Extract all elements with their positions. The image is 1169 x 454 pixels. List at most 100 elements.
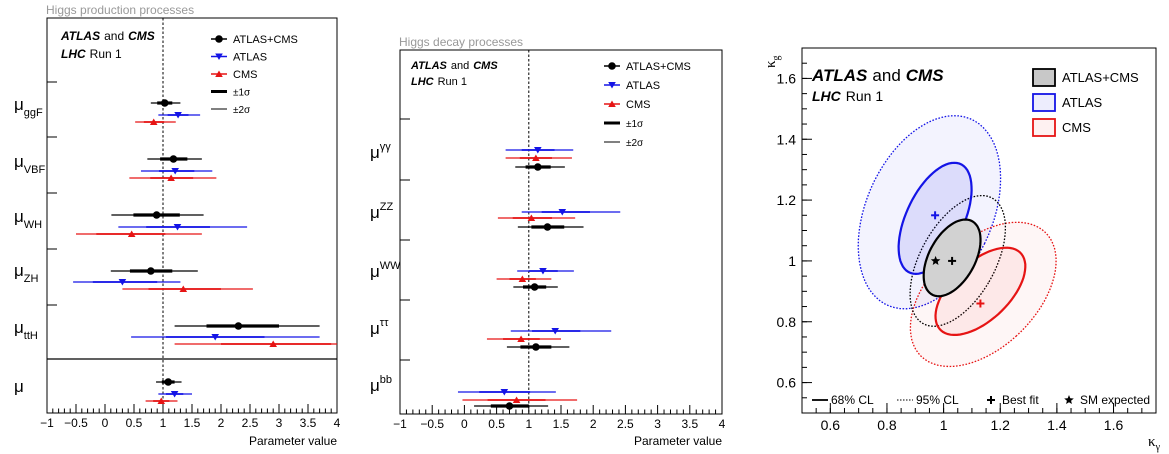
- legend-atlas: ATLAS: [1032, 93, 1103, 112]
- point-marker: [118, 279, 127, 286]
- legend-atlas-cms: ATLAS+CMS: [604, 61, 691, 73]
- entry-atlas: [140, 168, 213, 175]
- point-marker: [160, 99, 169, 107]
- x-tick-label: 1.5: [184, 416, 201, 430]
- legend-cms: CMS: [1032, 118, 1091, 137]
- point-marker: [539, 268, 547, 275]
- legend-label: ATLAS: [233, 52, 267, 64]
- entry-cms: [496, 275, 552, 282]
- production-title: Higgs production processes: [46, 3, 194, 17]
- row-0: μγγ: [370, 141, 574, 171]
- legend-label: ATLAS+CMS: [626, 61, 691, 73]
- row-label-sup: WW: [380, 260, 401, 272]
- x-tick-label: −1: [393, 417, 407, 431]
- legend-star: [1064, 395, 1074, 404]
- point-marker: [179, 285, 188, 292]
- row-label-base: μ: [14, 318, 24, 337]
- legend-label: ±2σ: [626, 138, 644, 149]
- entry-atlas: [118, 224, 248, 231]
- legend-label: ±1σ: [233, 88, 251, 99]
- run-label: Run 1: [846, 88, 884, 104]
- legend-marker: [215, 53, 223, 60]
- x-tick-label: 0.8: [877, 417, 897, 433]
- legend-atlas-cms: ATLAS+CMS: [211, 34, 298, 46]
- row-label-sub: ggF: [24, 107, 43, 119]
- legend-label: ATLAS: [1062, 95, 1103, 110]
- entry-atlas-cms: [110, 267, 198, 275]
- legend-label: Best fit: [1002, 393, 1039, 407]
- x-tick-label: 3.5: [300, 416, 317, 430]
- entry-atlas-cms: [111, 211, 204, 219]
- point-marker: [164, 378, 173, 386]
- row-3: μZH: [14, 261, 253, 292]
- point-marker: [530, 283, 539, 291]
- x-tick-label: 0.5: [488, 417, 505, 431]
- x-tick-label: 0.6: [821, 417, 841, 433]
- cms-label: CMS: [128, 29, 155, 43]
- legend-label: 68% CL: [831, 393, 874, 407]
- row-label-sup: ττ: [380, 317, 389, 329]
- legend-marker: [608, 62, 616, 70]
- sm-expected-star: [930, 255, 941, 265]
- x-tick-label: 2.5: [617, 417, 634, 431]
- legend-cms: CMS: [211, 69, 257, 81]
- point-marker: [234, 322, 243, 330]
- legend-label: ±2σ: [233, 105, 251, 116]
- legend-s1: ±1σ: [604, 119, 644, 130]
- entry-cms: [122, 285, 253, 292]
- legend-marker: [215, 70, 223, 77]
- x-tick-label: 1: [160, 416, 167, 430]
- point-marker: [518, 275, 527, 282]
- point-marker: [534, 163, 542, 171]
- entry-atlas: [517, 268, 574, 275]
- svg-text:κg: κg: [763, 55, 782, 68]
- production-header: ATLAS and CMS LHC Run 1: [60, 29, 155, 61]
- legend-label: SM expected: [1080, 393, 1150, 407]
- legend-label: CMS: [626, 99, 650, 111]
- point-marker: [127, 230, 136, 237]
- entry-atlas: [505, 147, 574, 154]
- entry-atlas: [131, 334, 320, 341]
- row-label-base: μ: [370, 319, 380, 338]
- row-label: μZZ: [370, 201, 394, 222]
- legend-label: ATLAS+CMS: [233, 34, 298, 46]
- row-1: μZZ: [370, 201, 621, 231]
- production-panel: Higgs production processes ATLAS and CMS L…: [14, 3, 341, 448]
- entry-atlas-cms: [156, 378, 182, 386]
- best-fit-atlas-cms: [948, 256, 957, 265]
- x-tick-label: 1: [940, 417, 948, 433]
- x-tick-label: 3.5: [681, 417, 698, 431]
- legend-label: ATLAS+CMS: [1062, 70, 1139, 85]
- legend-cms: CMS: [604, 99, 650, 111]
- row-label: μbb: [370, 374, 392, 395]
- point-marker: [169, 155, 178, 163]
- row-label-base: μ: [370, 376, 380, 395]
- row-label-base: μ: [370, 143, 380, 162]
- point-marker: [167, 174, 175, 181]
- row-label-base: μ: [370, 203, 380, 222]
- point-marker: [170, 391, 179, 398]
- point-marker: [527, 214, 536, 221]
- row-0: μggF: [14, 95, 201, 125]
- entry-atlas-cms: [506, 343, 570, 351]
- kappa-panel: 0.6 0.8 1 1.2 1.4 1.60.60.811.21.41.6 ATLAS an…: [763, 47, 1161, 453]
- entry-cms: [135, 118, 176, 125]
- x-tick-label: 2: [218, 416, 225, 430]
- legend-68cl: 68% CL: [812, 393, 874, 407]
- production-xlabel: Parameter value: [249, 434, 337, 448]
- point-marker: [149, 118, 158, 125]
- entry-cms: [462, 396, 578, 403]
- row-label-sup: γγ: [380, 141, 392, 153]
- y-tick-label: 1.6: [777, 70, 797, 86]
- and-label: and: [104, 29, 124, 43]
- x-tick-label: 3: [276, 416, 283, 430]
- best-fit-atlas: [931, 211, 940, 220]
- entry-atlas: [521, 209, 621, 216]
- entry-atlas-cms: [515, 163, 565, 171]
- decay-xlabel: Parameter value: [634, 434, 722, 448]
- entry-cms: [76, 230, 202, 237]
